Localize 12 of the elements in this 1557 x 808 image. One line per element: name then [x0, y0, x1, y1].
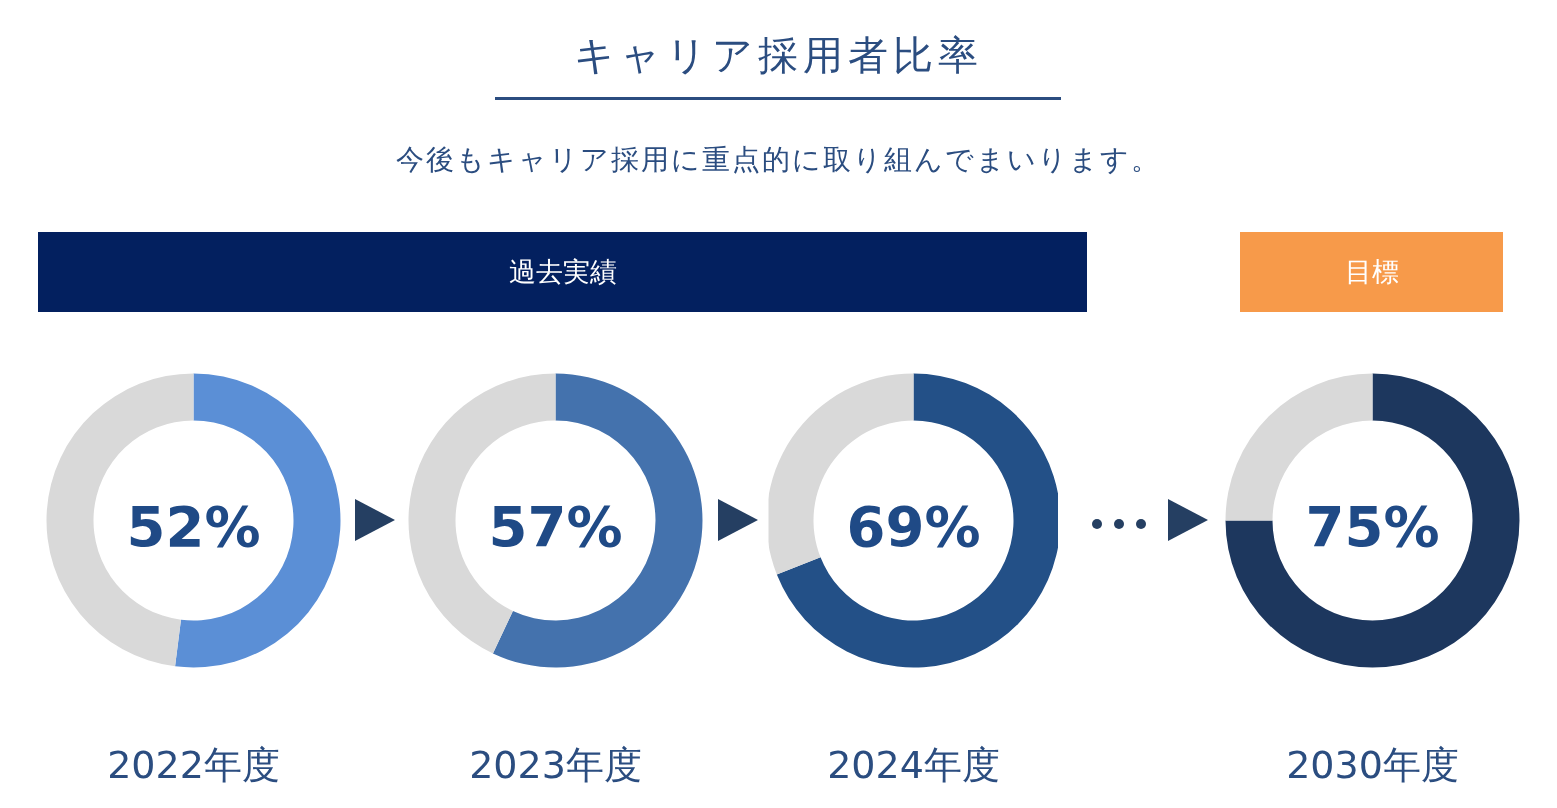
data-label: 69%: [846, 494, 981, 559]
text: 2024年度: [827, 742, 1000, 787]
text: 2023年度: [469, 742, 642, 787]
data-label: 75%: [1305, 494, 1440, 559]
category-label: 目標: [1240, 232, 1503, 312]
text: 今後もキャリア採用に重点的に取り組んでまいります。: [395, 143, 1162, 177]
text: 2030年度: [1286, 742, 1459, 787]
text: 2022年度: [107, 742, 280, 787]
category-label: 過去実績: [38, 232, 1087, 312]
data-label: 52%: [126, 494, 261, 559]
text: キャリア採用者比率: [573, 31, 984, 79]
data-label: 57%: [488, 494, 623, 559]
